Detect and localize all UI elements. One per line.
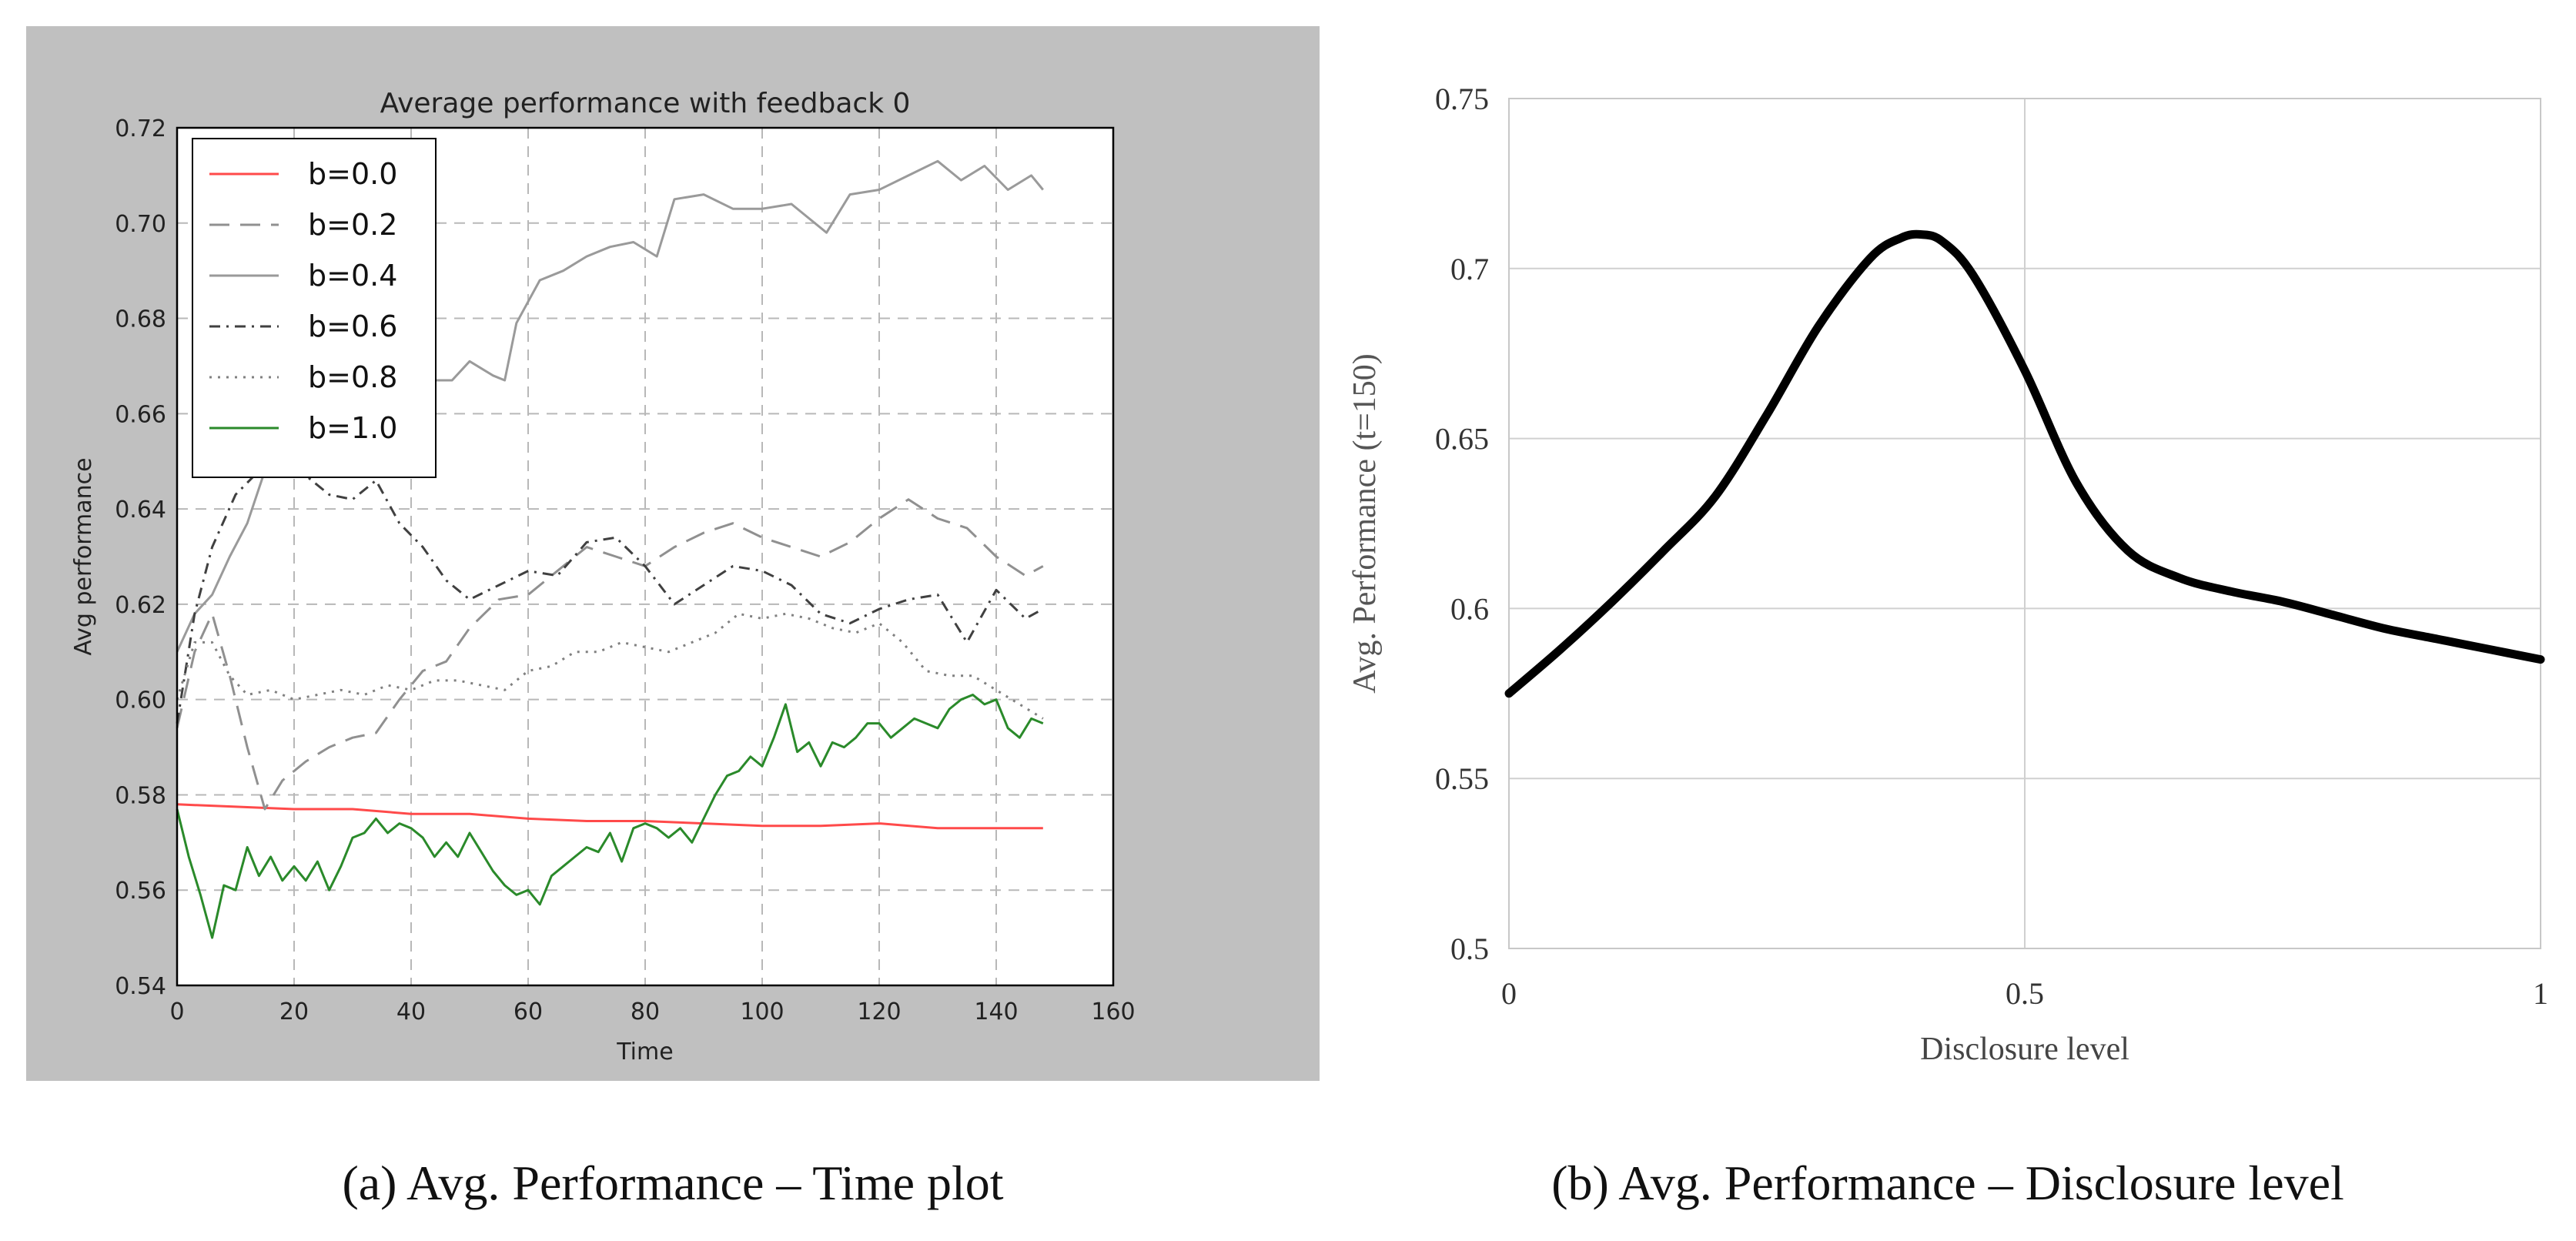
y-tick-label: 0.7 (1450, 252, 1489, 286)
y-tick-label: 0.55 (1435, 761, 1489, 796)
y-tick-label: 0.56 (115, 878, 166, 905)
x-tick-label: 40 (396, 998, 426, 1025)
y-tick-label: 0.66 (115, 401, 166, 428)
y-tick-label: 0.58 (115, 782, 166, 809)
x-tick-label: 0 (1501, 976, 1517, 1011)
legend-label: b=1.0 (308, 411, 397, 445)
x-tick-label: 1 (2533, 976, 2548, 1011)
x-tick-label: 100 (740, 998, 784, 1025)
y-tick-label: 0.65 (1435, 422, 1489, 457)
y-tick-label: 0.72 (115, 115, 166, 142)
caption-time-plot: (a) Avg. Performance – Time plot (342, 1156, 1004, 1210)
x-tick-label: 0 (169, 998, 184, 1025)
series-line-b=0.0 (176, 803, 1043, 830)
y-tick-label: 0.60 (115, 687, 166, 714)
x-tick-label: 20 (279, 998, 309, 1025)
x-tick-label: 140 (974, 998, 1018, 1025)
series-line-b=0.2 (176, 498, 1044, 811)
legend-label: b=0.0 (308, 157, 397, 191)
legend-label: b=0.2 (308, 208, 397, 242)
y-tick-label: 0.68 (115, 306, 166, 333)
legend-label: b=0.8 (308, 360, 397, 394)
x-tick-label: 120 (857, 998, 901, 1025)
legend-label: b=0.6 (308, 309, 397, 343)
time-plot-svg: 0 20 40 60 80 100 120 140 160 0.54 0.56 0.58 0.60 0.6… (70, 88, 1136, 1065)
x-axis-label: Time (616, 1039, 673, 1065)
series-line-b=1.0 (176, 694, 1044, 939)
disclosure-plot-svg: 0.5 0.55 0.6 0.65 0.7 0.75 0 0.5 1 Disclosure lev… (1347, 82, 2548, 1067)
y-tick-label: 0.54 (115, 973, 166, 1000)
y-tick-label: 0.62 (115, 592, 166, 619)
y-tick-label: 0.70 (115, 211, 166, 238)
chart-panel-disclosure-level: 0.5 0.55 0.6 0.65 0.7 0.75 0 0.5 1 Disclosure lev… (1332, 26, 2564, 1081)
legend-label: b=0.4 (308, 259, 397, 293)
chart-title: Average performance with feedback 0 (380, 88, 911, 119)
plot-frame (1508, 98, 2541, 949)
y-tick-label: 0.75 (1435, 82, 1489, 116)
plot-frame (176, 126, 1115, 987)
legend-box (192, 138, 437, 478)
caption-disclosure-level: (b) Avg. Performance – Disclosure level (1551, 1156, 2344, 1210)
x-tick-label: 160 (1091, 998, 1135, 1025)
y-axis-label: Avg. Performance (t=150) (1347, 353, 1383, 694)
x-tick-label: 80 (631, 998, 660, 1025)
chart-panel-time-plot: 0 20 40 60 80 100 120 140 160 0.54 0.56 0.58 0.60 0.6… (26, 26, 1320, 1081)
y-tick-label: 0.64 (115, 497, 166, 523)
performance-curve (1504, 229, 2545, 698)
y-tick-label: 0.5 (1450, 932, 1489, 966)
y-tick-label: 0.6 (1450, 591, 1489, 626)
x-tick-label: 0.5 (2006, 976, 2044, 1011)
x-axis-label: Disclosure level (1920, 1032, 2129, 1067)
y-axis-label: Avg performance (70, 457, 97, 655)
x-tick-label: 60 (514, 998, 543, 1025)
